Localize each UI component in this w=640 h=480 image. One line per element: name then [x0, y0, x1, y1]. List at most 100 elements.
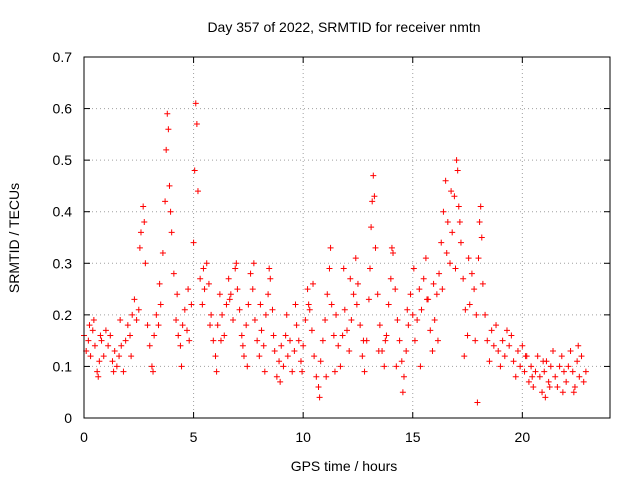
data-point — [479, 280, 486, 287]
data-point — [353, 301, 360, 308]
data-point — [464, 332, 471, 339]
data-point — [477, 203, 484, 210]
data-point — [116, 353, 123, 360]
data-point — [385, 301, 392, 308]
data-point — [200, 265, 207, 272]
data-point — [451, 193, 458, 200]
data-point — [514, 347, 521, 354]
data-point — [315, 384, 322, 391]
data-point — [293, 322, 300, 329]
data-point — [371, 193, 378, 200]
data-point — [287, 337, 294, 344]
data-point — [197, 275, 204, 282]
data-point — [87, 353, 94, 360]
data-point — [493, 322, 500, 329]
data-point — [393, 363, 400, 370]
data-point — [546, 384, 553, 391]
data-point — [295, 337, 302, 344]
data-point — [270, 332, 277, 339]
data-point — [565, 363, 572, 370]
data-point — [542, 394, 549, 401]
data-point — [429, 347, 436, 354]
y-tick-label: 0.5 — [53, 152, 73, 168]
data-point — [144, 322, 151, 329]
data-point — [433, 291, 440, 298]
data-point — [174, 291, 181, 298]
data-point — [346, 347, 353, 354]
data-point — [105, 342, 112, 349]
data-point — [436, 270, 443, 277]
data-point — [168, 229, 175, 236]
y-axis-label: SRMTID / TECUs — [6, 183, 22, 293]
data-point — [468, 270, 475, 277]
data-point — [403, 347, 410, 354]
data-point — [254, 337, 261, 344]
data-point — [407, 291, 414, 298]
data-point — [243, 322, 250, 329]
data-point — [376, 322, 383, 329]
data-point — [213, 368, 220, 375]
data-point — [120, 368, 127, 375]
data-point — [137, 229, 144, 236]
data-point — [316, 394, 323, 401]
chart-title: Day 357 of 2022, SRMTID for receiver nmt… — [207, 19, 480, 35]
data-point — [521, 368, 528, 375]
data-point — [461, 353, 468, 360]
data-point — [484, 337, 491, 344]
data-point — [582, 368, 589, 375]
data-point — [181, 306, 188, 313]
y-tick-label: 0 — [64, 410, 72, 426]
data-point — [177, 342, 184, 349]
data-point — [118, 342, 125, 349]
data-point — [170, 270, 177, 277]
data-point — [478, 234, 485, 241]
data-point — [350, 291, 357, 298]
axis-ticks: 0 0.1 0.2 0.3 0.4 0.5 0.6 0.7 0 5 10 15 20 — [53, 49, 610, 445]
data-point — [534, 353, 541, 360]
data-point — [151, 332, 158, 339]
data-point — [192, 100, 199, 107]
data-point — [266, 265, 273, 272]
data-point — [375, 347, 382, 354]
data-point — [98, 337, 105, 344]
data-point — [466, 301, 473, 308]
data-point — [131, 296, 138, 303]
data-point — [276, 358, 283, 365]
data-point — [522, 353, 529, 360]
data-point — [186, 337, 193, 344]
data-point — [150, 368, 157, 375]
x-tick-label: 0 — [80, 429, 88, 445]
data-point — [173, 317, 180, 324]
data-point — [547, 363, 554, 370]
data-point — [367, 265, 374, 272]
x-tick-label: 10 — [295, 429, 311, 445]
data-point — [503, 327, 510, 334]
data-point — [563, 378, 570, 385]
data-point — [326, 265, 333, 272]
data-point — [234, 286, 241, 293]
data-point — [420, 275, 427, 282]
data-point — [306, 306, 313, 313]
data-point — [217, 337, 224, 344]
data-point — [340, 265, 347, 272]
data-point — [476, 219, 483, 226]
data-point — [111, 347, 118, 354]
data-point — [532, 368, 539, 375]
data-point — [129, 311, 136, 318]
data-point — [277, 378, 284, 385]
data-point — [323, 373, 330, 380]
grid — [84, 57, 610, 418]
data-point — [90, 317, 97, 324]
data-points — [81, 100, 589, 406]
data-point — [473, 311, 480, 318]
data-point — [238, 332, 245, 339]
y-tick-label: 0.7 — [53, 49, 73, 65]
data-point — [247, 270, 254, 277]
data-point — [410, 265, 417, 272]
data-point — [190, 239, 197, 246]
data-point — [302, 317, 309, 324]
data-point — [261, 368, 268, 375]
data-point — [360, 337, 367, 344]
data-point — [148, 363, 155, 370]
data-point — [529, 373, 536, 380]
